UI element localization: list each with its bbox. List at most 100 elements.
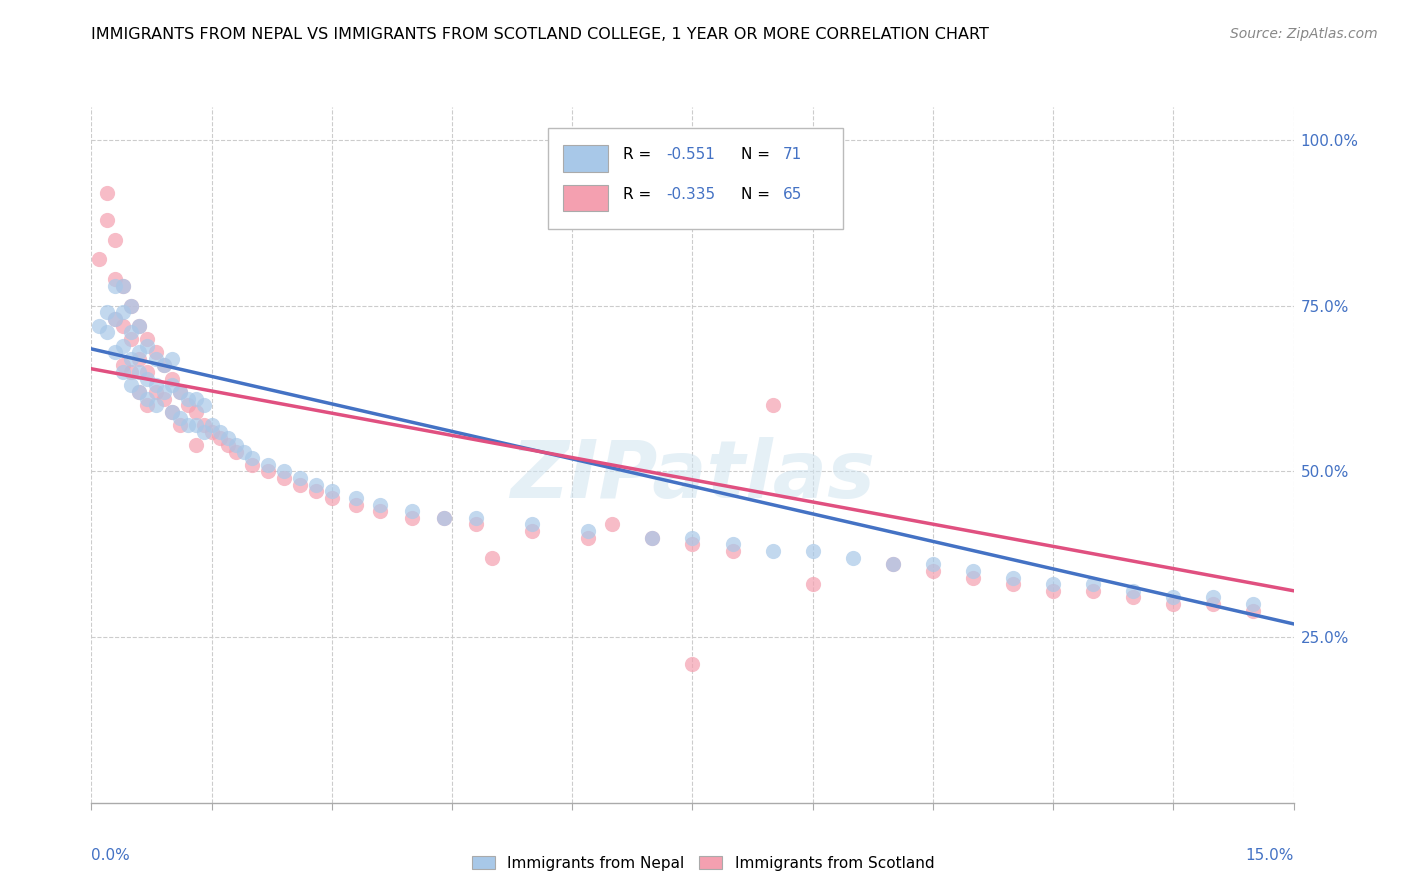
Point (225, 444, 247, 458)
Point (152, 359, 174, 373)
Point (256, 458, 278, 472)
Point (344, 491, 367, 505)
Point (1122, 583, 1144, 598)
Point (201, 425, 224, 439)
Text: 71: 71 (783, 147, 801, 161)
Text: N =: N = (741, 186, 775, 202)
Point (160, 405, 183, 419)
Point (305, 477, 328, 491)
Point (576, 531, 599, 545)
Point (193, 418, 215, 433)
Point (169, 384, 191, 399)
Point (433, 511, 456, 525)
Point (136, 338, 159, 352)
Point (136, 398, 159, 412)
Point (217, 438, 239, 452)
Point (208, 431, 231, 445)
Text: -0.551: -0.551 (666, 147, 714, 161)
Point (922, 558, 945, 572)
Point (681, 537, 703, 551)
Point (160, 405, 183, 419)
Point (112, 359, 135, 373)
Point (1163, 591, 1185, 605)
Point (121, 351, 143, 366)
Point (152, 392, 174, 406)
Point (104, 312, 127, 326)
Text: ZIPatlas: ZIPatlas (510, 437, 875, 515)
Point (184, 405, 207, 419)
Point (128, 318, 150, 333)
Point (256, 465, 278, 479)
Point (112, 365, 135, 379)
Point (1042, 577, 1064, 591)
Point (96, 305, 118, 319)
Point (1001, 577, 1024, 591)
Point (522, 517, 544, 532)
Point (128, 351, 150, 366)
Point (882, 558, 904, 572)
Point (89, 252, 111, 267)
Point (1202, 597, 1225, 611)
Text: R =: R = (623, 147, 655, 161)
Point (1001, 570, 1024, 584)
Point (217, 431, 239, 445)
Point (922, 564, 945, 578)
Point (801, 577, 824, 591)
Point (273, 465, 295, 479)
Point (145, 398, 167, 412)
Point (962, 570, 984, 584)
Point (465, 511, 488, 525)
Point (169, 384, 191, 399)
Point (112, 318, 135, 333)
Point (681, 657, 703, 671)
Point (128, 318, 150, 333)
Point (169, 411, 191, 425)
Point (681, 531, 703, 545)
Point (841, 550, 863, 565)
Point (273, 471, 295, 485)
Point (184, 438, 207, 452)
Point (152, 359, 174, 373)
Point (184, 392, 207, 406)
Point (193, 398, 215, 412)
Point (208, 425, 231, 439)
Point (1202, 591, 1225, 605)
Point (465, 517, 488, 532)
Point (305, 484, 328, 499)
Point (962, 564, 984, 578)
Point (882, 558, 904, 572)
Point (121, 299, 143, 313)
Point (433, 511, 456, 525)
Point (160, 351, 183, 366)
Point (145, 384, 167, 399)
Point (112, 279, 135, 293)
Point (240, 458, 263, 472)
Text: 0.0%: 0.0% (91, 848, 131, 863)
Point (121, 299, 143, 313)
Point (104, 233, 127, 247)
Point (401, 504, 423, 518)
Point (112, 338, 135, 352)
Point (145, 351, 167, 366)
Text: 15.0%: 15.0% (1246, 848, 1294, 863)
Point (112, 305, 135, 319)
Point (522, 524, 544, 538)
Point (145, 345, 167, 359)
Point (1243, 597, 1265, 611)
Point (401, 511, 423, 525)
FancyBboxPatch shape (548, 128, 842, 229)
Legend: Immigrants from Nepal, Immigrants from Scotland: Immigrants from Nepal, Immigrants from S… (467, 851, 939, 875)
Point (104, 312, 127, 326)
Point (240, 451, 263, 466)
Point (1122, 591, 1144, 605)
Point (169, 418, 191, 433)
Point (145, 378, 167, 392)
Point (112, 279, 135, 293)
Point (104, 279, 127, 293)
Point (1083, 583, 1105, 598)
Point (152, 384, 174, 399)
Point (176, 398, 198, 412)
Text: -0.335: -0.335 (666, 186, 716, 202)
Point (160, 378, 183, 392)
Point (1163, 597, 1185, 611)
